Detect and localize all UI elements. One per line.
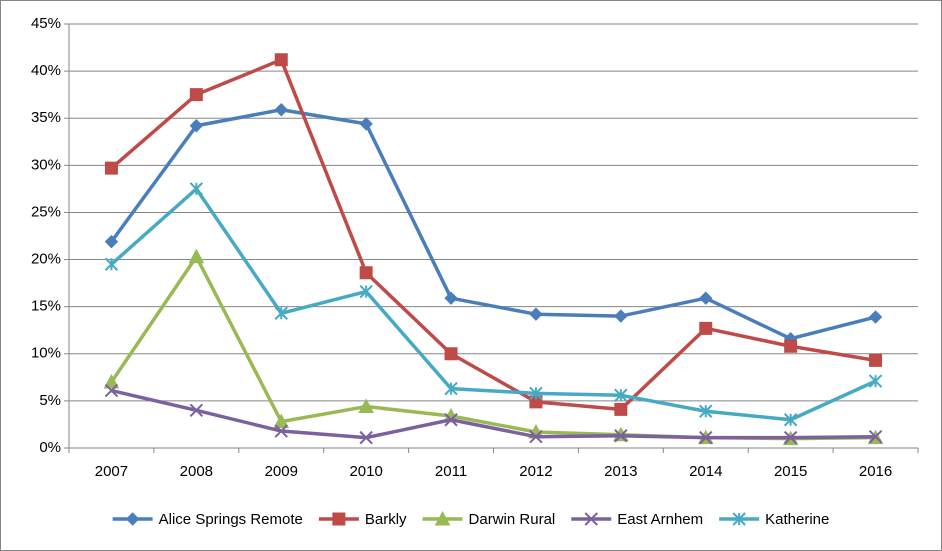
marker [614, 402, 628, 416]
marker [274, 424, 288, 438]
marker [104, 234, 119, 249]
marker [732, 512, 746, 526]
marker [783, 413, 798, 427]
y-tick-label: 35% [31, 109, 61, 126]
legend-label: East Arnhem [617, 511, 703, 528]
marker [444, 291, 458, 305]
marker [444, 381, 458, 396]
series-line [110, 58, 876, 412]
legend-label: Barkly [365, 511, 407, 528]
x-tick-label: 2012 [519, 463, 552, 480]
marker [125, 512, 140, 526]
y-tick-label: 20% [31, 251, 61, 268]
marker [699, 291, 713, 305]
x-tick-label: 2014 [689, 463, 722, 480]
x-tick-label: 2016 [859, 463, 892, 480]
marker [699, 430, 713, 445]
marker [529, 307, 543, 321]
marker [868, 374, 883, 388]
marker [444, 347, 458, 361]
marker [189, 403, 204, 418]
x-tick-label: 2007 [95, 463, 128, 480]
marker [868, 310, 883, 324]
marker [434, 510, 451, 526]
legend-label: Katherine [765, 511, 829, 528]
marker [614, 429, 628, 443]
marker [784, 339, 798, 353]
marker [188, 248, 205, 264]
marker [783, 430, 798, 445]
marker [868, 429, 883, 444]
y-tick-label: 10% [31, 345, 61, 362]
y-tick-label: 40% [31, 62, 61, 79]
y-tick-label: 15% [31, 298, 61, 315]
marker [444, 413, 458, 427]
y-tick-label: 5% [39, 392, 61, 409]
marker [189, 88, 203, 102]
x-tick-label: 2015 [774, 463, 807, 480]
series-line [110, 187, 877, 422]
marker [189, 182, 204, 196]
y-tick-label: 0% [39, 439, 61, 456]
legend-item: Alice Springs Remote [112, 511, 303, 528]
series-line [110, 107, 876, 341]
marker [614, 309, 628, 323]
x-tick-label: 2013 [604, 463, 637, 480]
marker [104, 161, 118, 175]
marker [332, 512, 346, 526]
marker [274, 306, 288, 320]
legend-item: East Arnhem [571, 511, 703, 528]
x-tick-label: 2010 [349, 463, 382, 480]
marker [359, 117, 373, 131]
marker [359, 266, 373, 280]
marker [104, 383, 119, 398]
y-tick-label: 25% [31, 203, 61, 220]
marker [359, 430, 373, 445]
marker [104, 257, 119, 271]
marker [869, 353, 883, 367]
marker [103, 373, 120, 389]
marker [274, 53, 288, 67]
x-tick-label: 2011 [435, 463, 467, 480]
marker [189, 119, 204, 133]
marker [529, 429, 543, 444]
legend-item: Darwin Rural [422, 510, 556, 528]
legend: Alice Springs Remote Barkly Darwin Rural Ea… [112, 510, 829, 528]
legend-label: Alice Springs Remote [159, 511, 303, 528]
marker [584, 512, 598, 526]
marker [274, 103, 288, 117]
marker [529, 386, 543, 401]
marker [614, 388, 628, 402]
y-tick-label: 45% [31, 15, 61, 32]
marker [699, 404, 713, 418]
y-tick-label: 30% [31, 156, 61, 173]
marker [273, 413, 290, 429]
marker [358, 398, 374, 414]
legend-label: Darwin Rural [469, 511, 556, 528]
x-tick-label: 2008 [180, 463, 213, 480]
legend-item: Katherine [719, 511, 829, 528]
legend-item: Barkly [318, 511, 407, 528]
series-line [111, 388, 876, 440]
x-tick-label: 2009 [265, 463, 298, 480]
marker [359, 284, 373, 299]
marker [699, 321, 713, 335]
